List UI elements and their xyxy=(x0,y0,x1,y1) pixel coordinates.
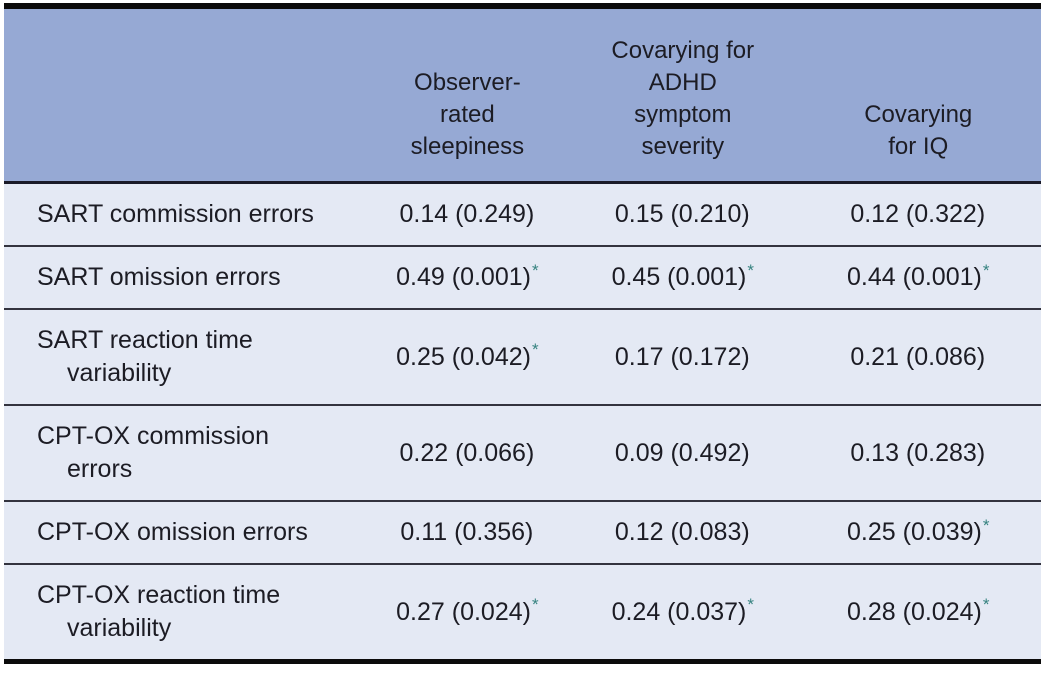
header-cell-observer-rated-sleepiness: Observer-rated sleepiness xyxy=(364,6,571,184)
value-cell: 0.22 (0.066) xyxy=(364,404,571,501)
value-cell: 0.12 (0.322) xyxy=(796,183,1042,247)
stat-value: 0.21 (0.086) xyxy=(850,342,986,371)
row-label: CPT-OX reaction time variability xyxy=(4,563,365,662)
value-cell: 0.25 (0.042)* xyxy=(364,308,571,405)
value-cell: 0.28 (0.024)* xyxy=(795,563,1041,662)
value-cell: 0.11 (0.356) xyxy=(364,500,571,564)
significance-star: * xyxy=(531,340,539,360)
header-label: Covarying for ADHD symptom severity xyxy=(611,37,755,160)
correlation-table: Observer-rated sleepiness Covarying for … xyxy=(4,3,1041,664)
stat-value: 0.25 (0.042) xyxy=(396,342,531,371)
stat-value: 0.24 (0.037) xyxy=(611,597,747,626)
stat-value: 0.45 (0.001) xyxy=(611,263,747,291)
value-cell: 0.14 (0.249) xyxy=(365,183,570,247)
table-row: CPT-OX commission errors 0.22 (0.066) 0.… xyxy=(4,404,1041,501)
table-row: SART commission errors 0.14 (0.249) 0.15… xyxy=(4,182,1042,247)
stat-value: 0.25 (0.039) xyxy=(847,518,982,546)
value-cell: 0.12 (0.083) xyxy=(570,500,796,564)
row-label: SART reaction time variability xyxy=(4,308,365,405)
significance-star: * xyxy=(747,595,755,615)
value-cell: 0.27 (0.024)* xyxy=(364,563,571,662)
stat-value: 0.49 (0.001) xyxy=(396,263,531,291)
row-label: SART omission errors xyxy=(4,245,365,309)
value-cell: 0.44 (0.001)* xyxy=(795,245,1041,309)
stat-value: 0.15 (0.210) xyxy=(614,200,750,228)
value-cell: 0.15 (0.210) xyxy=(570,183,795,247)
value-cell: 0.13 (0.283) xyxy=(795,404,1041,501)
table-header: Observer-rated sleepiness Covarying for … xyxy=(4,6,1041,184)
stat-value: 0.27 (0.024) xyxy=(396,597,531,626)
stat-value: 0.11 (0.356) xyxy=(400,518,534,546)
stat-value: 0.13 (0.283) xyxy=(850,438,986,467)
stat-value: 0.28 (0.024) xyxy=(847,597,982,626)
value-cell: 0.17 (0.172) xyxy=(570,308,796,405)
header-row: Observer-rated sleepiness Covarying for … xyxy=(4,6,1041,184)
stat-value: 0.44 (0.001) xyxy=(847,263,982,291)
stat-value: 0.12 (0.083) xyxy=(614,518,750,546)
value-cell: 0.45 (0.001)* xyxy=(570,245,796,309)
value-cell: 0.25 (0.039)* xyxy=(795,500,1041,564)
header-cell-covarying-iq: Covarying for IQ xyxy=(795,6,1041,184)
significance-star: * xyxy=(982,595,990,615)
table-row: SART omission errors 0.49 (0.001)* 0.45 … xyxy=(4,245,1041,309)
value-cell: 0.21 (0.086) xyxy=(795,308,1041,405)
significance-star: * xyxy=(531,595,539,615)
significance-star: * xyxy=(531,260,539,280)
stat-value: 0.14 (0.249) xyxy=(399,200,535,228)
value-cell: 0.09 (0.492) xyxy=(570,404,796,501)
row-label: SART commission errors xyxy=(37,200,314,228)
header-cell-empty xyxy=(4,6,365,184)
stat-value: 0.12 (0.322) xyxy=(850,200,986,228)
row-label: CPT-OX commission errors xyxy=(4,404,365,501)
value-cell: 0.24 (0.037)* xyxy=(570,563,796,662)
value-cell: 0.49 (0.001)* xyxy=(364,245,571,309)
table-row: CPT-OX omission errors 0.11 (0.356) 0.12… xyxy=(4,500,1041,564)
table-body: SART commission errors 0.14 (0.249) 0.15… xyxy=(4,182,1042,662)
header-label: Observer-rated sleepiness xyxy=(410,69,525,160)
significance-star: * xyxy=(747,260,755,280)
significance-star: * xyxy=(982,515,990,535)
stat-value: 0.22 (0.066) xyxy=(399,438,535,467)
table-row: CPT-OX reaction time variability 0.27 (0… xyxy=(4,563,1041,662)
significance-star: * xyxy=(982,260,990,280)
header-cell-covarying-adhd-severity: Covarying for ADHD symptom severity xyxy=(570,6,796,184)
row-label: CPT-OX omission errors xyxy=(4,500,365,564)
stat-value: 0.09 (0.492) xyxy=(614,438,750,467)
stat-value: 0.17 (0.172) xyxy=(614,342,750,371)
header-label: Covarying for IQ xyxy=(864,101,973,160)
table-row: SART reaction time variability 0.25 (0.0… xyxy=(4,308,1041,405)
